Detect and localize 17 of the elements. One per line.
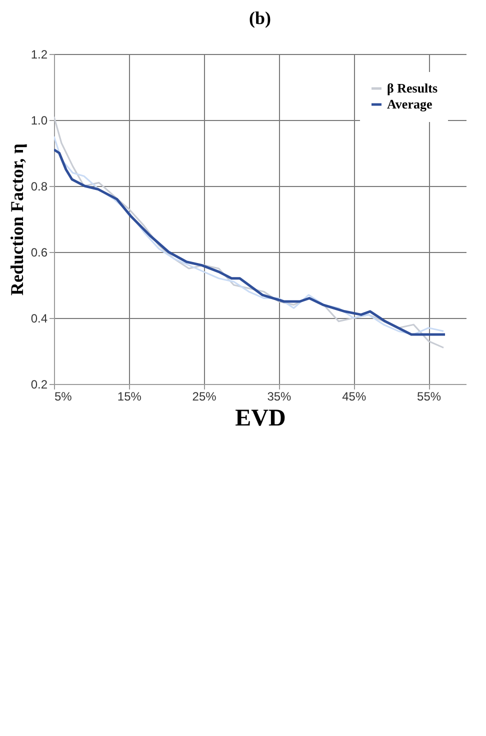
x-tick-label: 45% <box>342 390 366 404</box>
legend-label: Average <box>387 96 432 112</box>
x-tick-label: 5% <box>54 390 72 404</box>
x-tick-label: 15% <box>117 390 142 404</box>
x-tick-label: 55% <box>417 390 442 404</box>
x-axis-title: EVD <box>235 406 286 432</box>
y-tick-label: 0.8 <box>30 180 48 194</box>
y-axis-title: Reduction Factor, η <box>6 143 27 296</box>
x-tick-label: 35% <box>267 390 292 404</box>
y-tick-label: 0.2 <box>30 378 48 392</box>
x-tick-label: 25% <box>192 390 217 404</box>
chart-title: (b) <box>249 8 272 28</box>
y-tick-label: 0.6 <box>30 246 48 260</box>
y-tick-label: 0.4 <box>30 312 48 326</box>
y-tick-label: 1.2 <box>30 48 48 62</box>
y-tick-label: 1.0 <box>30 114 48 128</box>
legend-label: β Results <box>387 80 438 96</box>
